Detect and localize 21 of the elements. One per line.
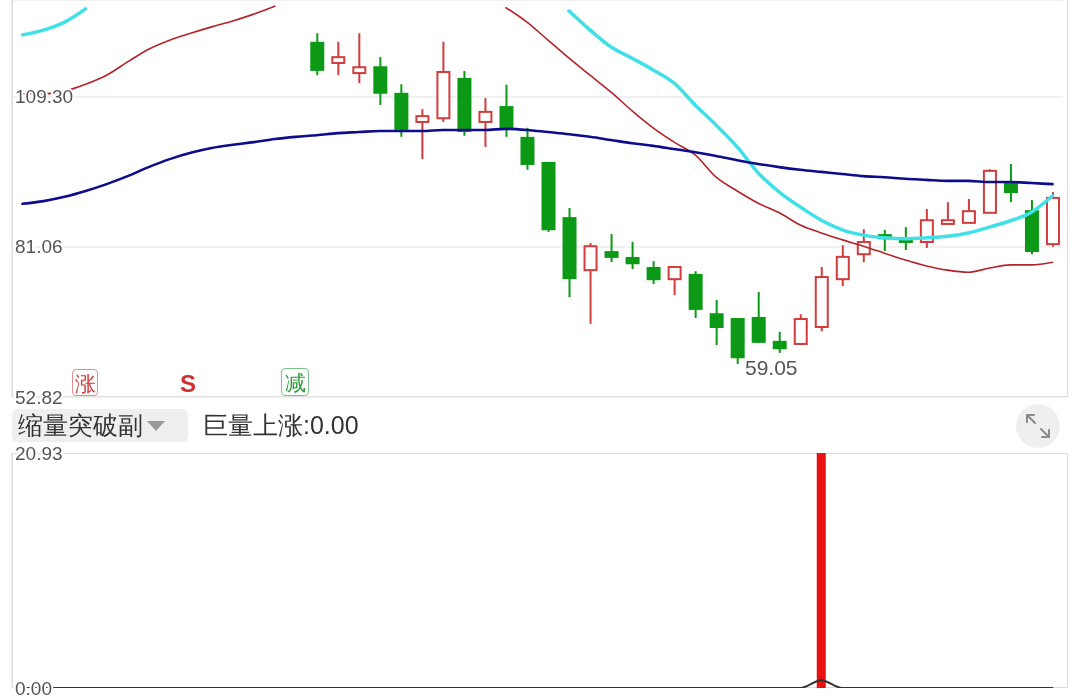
candlestick bbox=[1003, 162, 1018, 204]
chart-title: 缩量突破副 bbox=[18, 411, 143, 440]
candlestick bbox=[604, 233, 619, 264]
annotation: 涨 bbox=[72, 369, 98, 396]
y-tick-label: 20.93 bbox=[15, 442, 63, 464]
candlestick bbox=[772, 330, 787, 355]
chart-subtitle: 巨量上涨:0.00 bbox=[203, 410, 359, 441]
candlestick bbox=[331, 40, 346, 77]
y-tick-label: 81.06 bbox=[15, 236, 63, 258]
candlestick bbox=[625, 241, 640, 271]
annotation: S bbox=[180, 370, 197, 398]
candlestick bbox=[478, 97, 493, 148]
annotation: 59.05 bbox=[745, 356, 798, 380]
candlestick bbox=[646, 260, 661, 285]
y-tick-label: 52.82 bbox=[15, 386, 63, 408]
candlestick bbox=[352, 32, 367, 85]
dropdown-field: 缩量突破副 bbox=[12, 409, 188, 442]
candlestick bbox=[499, 83, 514, 138]
annotation: 减 bbox=[281, 368, 309, 396]
candlestick bbox=[709, 298, 724, 347]
candlestick bbox=[751, 290, 766, 344]
